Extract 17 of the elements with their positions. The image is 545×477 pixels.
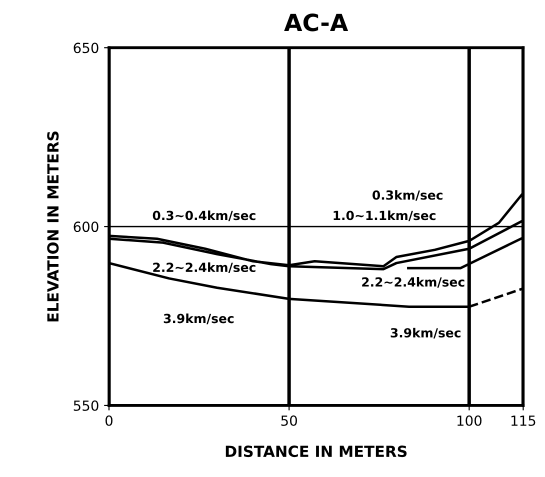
y-tick-label: 550	[74, 400, 98, 411]
y-tick-label: 650	[74, 42, 98, 54]
annotation: 3.9km/sec	[390, 328, 460, 339]
x-tick-label: 0	[105, 415, 112, 426]
x-tick-label: 115	[511, 416, 536, 426]
annotation: 2.2~2.4km/sec	[362, 277, 464, 288]
annotation: 1.0~1.1km/sec	[334, 210, 436, 222]
x-tick-label: 50	[281, 415, 297, 426]
annotation: 2.2~2.4km/sec	[153, 262, 256, 274]
y-tick-label: 600	[74, 222, 98, 232]
x-tick-label: 100	[457, 415, 482, 426]
y-axis-title: ELEVATION IN METERS	[47, 132, 59, 322]
chart-title: AC-A	[284, 14, 348, 32]
annotation: 0.3km/sec	[372, 190, 442, 201]
x-axis-title: DISTANCE IN METERS	[226, 446, 407, 458]
annotation: 0.3~0.4km/sec	[152, 210, 256, 222]
annotation: 3.9km/sec	[164, 314, 234, 324]
